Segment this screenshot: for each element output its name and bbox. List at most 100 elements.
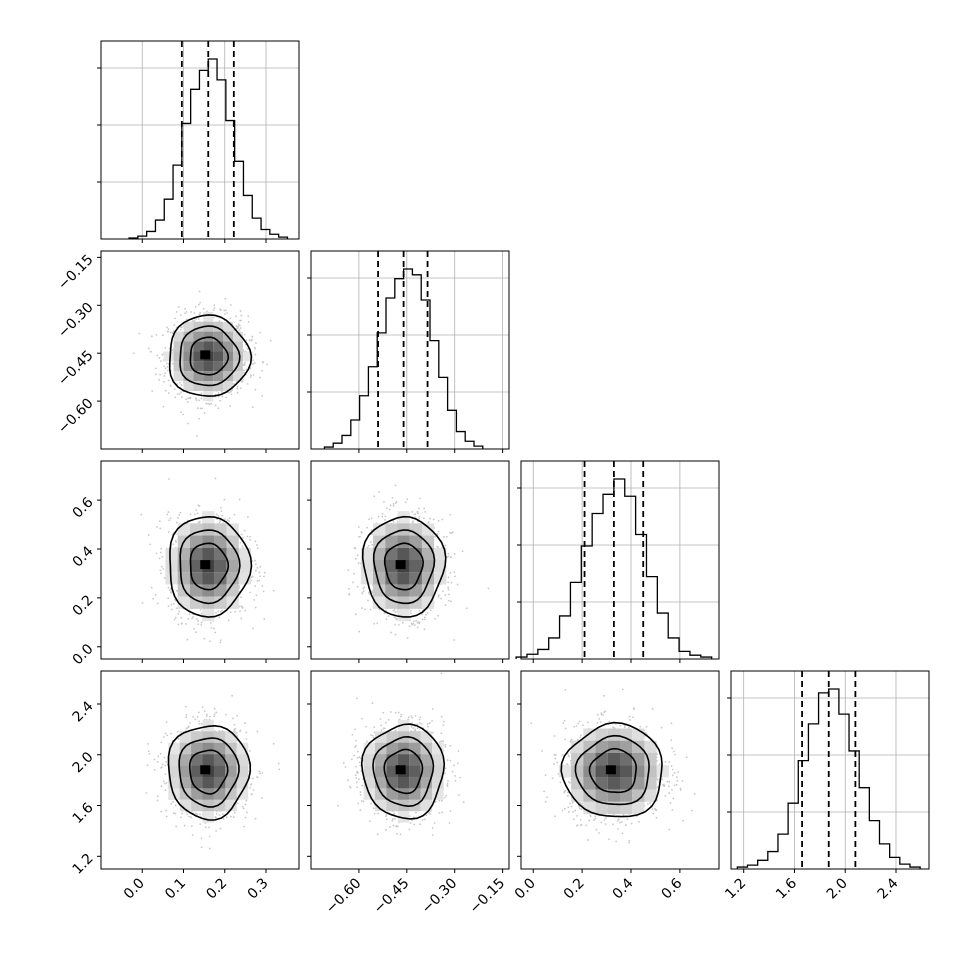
- scatter-point: [177, 306, 180, 308]
- density-cell: [223, 381, 233, 392]
- scatter-point: [450, 532, 453, 535]
- scatter-point: [199, 609, 202, 611]
- scatter-point: [179, 381, 181, 384]
- scatter-point: [160, 360, 162, 363]
- density-cell: [226, 560, 239, 573]
- scatter-point: [421, 613, 424, 616]
- scatter-point: [416, 626, 419, 629]
- scatter-point: [393, 616, 396, 619]
- density-cell: [165, 547, 178, 560]
- density-cell: [202, 535, 215, 548]
- contour-line: [189, 336, 230, 376]
- contour-line: [179, 325, 241, 387]
- scatter-point: [185, 398, 188, 401]
- scatter-point: [269, 339, 272, 342]
- scatter-point: [254, 388, 257, 391]
- scatter-point: [236, 387, 239, 390]
- scatter-point: [362, 590, 365, 593]
- scatter-point: [443, 536, 445, 538]
- scatter-point: [244, 816, 247, 819]
- scatter-point: [214, 477, 217, 480]
- scatter-point: [352, 572, 355, 575]
- scatter-point: [193, 319, 196, 322]
- scatter-point: [395, 617, 397, 620]
- density-cell: [203, 341, 214, 352]
- scatter-point: [194, 306, 197, 308]
- contour-line: [179, 529, 241, 605]
- scatter-point: [447, 588, 450, 591]
- density-cell: [214, 535, 227, 548]
- scatter-point: [248, 339, 251, 342]
- scatter-point: [370, 541, 372, 544]
- scatter-point: [424, 510, 427, 513]
- scatter-point: [225, 816, 228, 819]
- scatter-point: [164, 346, 167, 349]
- scatter-point: [397, 623, 400, 626]
- scatter-point: [199, 823, 202, 826]
- scatter-point: [237, 327, 239, 330]
- scatter-point: [220, 309, 222, 311]
- scatter-point: [214, 404, 217, 407]
- scatter-point: [184, 623, 187, 625]
- panel-frame: [100, 460, 300, 660]
- scatter-point: [153, 768, 156, 771]
- scatter-point: [210, 626, 213, 629]
- scatter-point: [440, 597, 442, 600]
- density-cell: [233, 371, 243, 382]
- scatter-point: [233, 723, 236, 726]
- scatter-point: [228, 517, 231, 520]
- scatter-point: [200, 392, 203, 395]
- scatter-point: [187, 617, 190, 620]
- scatter-point: [151, 390, 154, 392]
- contour-line: [168, 314, 253, 397]
- scatter-point: [177, 516, 179, 519]
- scatter-point: [200, 846, 203, 848]
- scatter-point: [449, 556, 452, 558]
- scatter-point: [180, 411, 183, 414]
- density-cell: [183, 361, 194, 372]
- density-cell: [233, 351, 243, 362]
- scatter-point: [175, 825, 178, 828]
- scatter-point: [219, 399, 222, 402]
- scatter-point: [198, 722, 201, 725]
- scatter-point: [381, 515, 384, 518]
- scatter-point: [347, 569, 350, 572]
- scatter-point: [168, 519, 171, 522]
- scatter-point: [356, 585, 359, 588]
- scatter-point: [200, 612, 203, 615]
- scatter-point: [230, 304, 232, 306]
- scatter-point: [196, 512, 199, 515]
- scatter-point: [238, 498, 241, 501]
- scatter-point: [197, 623, 200, 626]
- density-cell: [242, 351, 253, 362]
- scatter-point: [174, 804, 177, 807]
- scatter-panel: [100, 670, 300, 870]
- scatter-point: [263, 571, 266, 574]
- scatter-point: [181, 396, 183, 398]
- scatter-point: [191, 617, 194, 620]
- scatter-point: [157, 755, 160, 758]
- scatter-point: [185, 318, 188, 321]
- scatter-point: [201, 407, 204, 410]
- scatter-point: [213, 307, 216, 309]
- density-peak: [200, 350, 211, 360]
- scatter-point: [162, 568, 165, 570]
- scatter-point: [210, 402, 213, 405]
- scatter-point: [251, 363, 254, 366]
- density-cell: [213, 341, 224, 352]
- scatter-point: [246, 382, 249, 385]
- scatter-point: [240, 533, 243, 536]
- scatter-point: [195, 317, 198, 320]
- scatter-point: [240, 605, 243, 608]
- scatter-point: [209, 640, 211, 643]
- scatter-point: [167, 597, 170, 600]
- scatter-point: [240, 380, 243, 383]
- scatter-point: [159, 569, 162, 572]
- scatter-point: [167, 379, 170, 382]
- scatter-point: [230, 390, 232, 393]
- scatter-point: [190, 310, 193, 313]
- density-cell: [226, 572, 239, 585]
- density-cell: [173, 341, 184, 352]
- scatter-point: [394, 484, 397, 487]
- density-cell: [165, 560, 178, 573]
